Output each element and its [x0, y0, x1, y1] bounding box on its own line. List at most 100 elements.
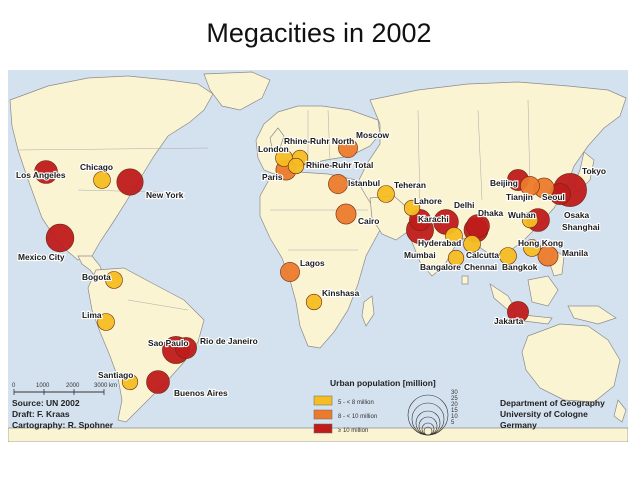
city-marker-hong-kong	[523, 239, 541, 257]
city-label-hong-kong: Hong Kong	[518, 238, 563, 248]
city-marker-dhaka	[466, 214, 490, 238]
city-marker-los-angeles	[34, 160, 58, 184]
legend-swatch-medium	[313, 409, 333, 420]
city-label-sao-paulo: Sao Paulo	[148, 338, 189, 348]
scale-tick-3000: 3000 km	[94, 383, 117, 389]
britain-landmass	[269, 127, 285, 149]
borneo-landmass	[527, 275, 559, 307]
city-marker-kinshasa	[305, 293, 323, 311]
city-marker-lahore	[403, 199, 421, 217]
city-marker-new-york	[116, 168, 144, 196]
city-label-beijing: Beijing	[490, 178, 518, 188]
city-label-dhaka: Dhaka	[478, 208, 503, 218]
city-marker-wuhan	[521, 211, 539, 229]
legend-label-small: 5 - < 8 million	[338, 400, 374, 406]
city-label-chennai: Chennai	[464, 262, 497, 272]
world-map: Urban population [million] 5 - < 8 milli…	[8, 70, 628, 442]
size-legend-value-5: 5	[451, 420, 455, 426]
country-borders	[17, 99, 531, 311]
city-label-jakarta: Jakarta	[494, 316, 524, 326]
city-label-moscow: Moscow	[356, 130, 390, 140]
city-marker-istanbul	[328, 174, 348, 194]
city-label-mexico-city: Mexico City	[18, 252, 65, 262]
city-marker-manila	[537, 245, 559, 267]
city-marker-lagos	[280, 262, 300, 282]
city-marker-bangalore	[447, 249, 465, 267]
size-legend	[407, 394, 449, 436]
city-markers	[34, 138, 587, 394]
city-label-kinshasa: Kinshasa	[322, 288, 360, 298]
size-legend-value-15: 15	[451, 408, 458, 414]
south-america-landmass	[87, 267, 205, 423]
city-label-osaka: Osaka	[564, 210, 589, 220]
city-marker-chicago	[93, 171, 111, 189]
size-legend-value-10: 10	[451, 414, 458, 420]
city-label-new-york: New York	[146, 190, 184, 200]
credits: Source: UN 2002 Draft: F. Kraas Cartogra…	[12, 398, 114, 430]
city-label-rhine-ruhr-north: Rhine-Ruhr North	[284, 136, 354, 146]
city-label-london: London	[258, 144, 289, 154]
department-line-1: Department of Geography	[500, 398, 605, 408]
city-label-rhine-ruhr-total: Rhine-Ruhr Total	[306, 160, 373, 170]
city-label-hyderabad: Hyderabad	[418, 238, 461, 248]
city-marker-cairo	[335, 203, 357, 225]
city-label-cairo: Cairo	[358, 216, 379, 226]
scale-tick-2000: 2000	[66, 383, 80, 389]
legend-label-medium: 8 - < 10 million	[338, 414, 377, 420]
city-label-mumbai: Mumbai	[404, 250, 436, 260]
city-marker-teheran	[377, 185, 395, 203]
city-label-buenos-aires: Buenos Aires	[174, 388, 228, 398]
credit-source: Source: UN 2002	[12, 398, 80, 408]
legend-title: Urban population [million]	[330, 378, 436, 388]
slide-title: Megacities in 2002	[206, 18, 432, 48]
greenland-landmass	[203, 71, 271, 111]
city-label-bangalore: Bangalore	[420, 262, 461, 272]
city-label-tianjin: Tianjin	[506, 192, 533, 202]
city-label-shanghai: Shanghai	[562, 222, 600, 232]
size-legend-value-30: 30	[451, 390, 458, 396]
city-label-bogota: Bogota	[82, 272, 111, 282]
city-label-delhi: Delhi	[454, 200, 474, 210]
city-marker-santiago	[121, 373, 139, 391]
department-line-3: Germany	[500, 420, 537, 430]
city-label-seoul: Seoul	[542, 192, 565, 202]
city-label-santiago: Santiago	[98, 370, 133, 380]
legend: Urban population [million] 5 - < 8 milli…	[313, 378, 458, 436]
city-marker-buenos-aires	[146, 370, 170, 394]
city-labels: Los Angeles Chicago New York Mexico City Bog…	[15, 129, 607, 399]
north-america-landmass	[9, 75, 214, 261]
city-marker-bogota	[105, 271, 123, 289]
city-label-lima: Lima	[82, 310, 102, 320]
city-marker-jakarta	[507, 301, 529, 323]
scale-tick-0: 0	[12, 383, 16, 389]
city-marker-tianjin	[520, 176, 540, 196]
city-label-tokyo: Tokyo	[582, 166, 606, 176]
city-marker-rio-de-janeiro	[175, 337, 197, 359]
department-line-2: University of Cologne	[500, 409, 588, 419]
sri-lanka-landmass	[461, 275, 469, 285]
city-label-lahore: Lahore	[414, 196, 442, 206]
city-marker-rhine-ruhr-total	[287, 157, 305, 175]
new-zealand-landmass	[613, 399, 627, 423]
city-marker-bangkok	[499, 247, 517, 265]
city-label-bangkok: Bangkok	[502, 262, 538, 272]
city-marker-chennai	[463, 235, 481, 253]
legend-swatch-small	[313, 395, 333, 406]
legend-swatch-large	[313, 423, 333, 434]
scale-bar: 0 1000 2000 3000 km	[12, 383, 117, 395]
city-label-chicago: Chicago	[80, 162, 113, 172]
new-guinea-landmass	[567, 305, 617, 325]
city-label-teheran: Teheran	[394, 180, 426, 190]
city-marker-mexico-city	[45, 223, 75, 253]
city-marker-hyderabad	[445, 227, 463, 245]
credit-cartography: Cartography: R. Spohner	[12, 420, 114, 430]
city-label-paris: Paris	[262, 172, 283, 182]
city-label-wuhan: Wuhan	[508, 210, 536, 220]
city-label-calcutta: Calcutta	[466, 250, 499, 260]
madagascar-landmass	[361, 295, 375, 327]
size-legend-value-20: 20	[451, 402, 458, 408]
arabia-landmass	[369, 195, 413, 241]
city-marker-moscow	[338, 138, 358, 158]
scale-tick-1000: 1000	[36, 383, 50, 389]
antarctica-landmass	[8, 427, 628, 442]
